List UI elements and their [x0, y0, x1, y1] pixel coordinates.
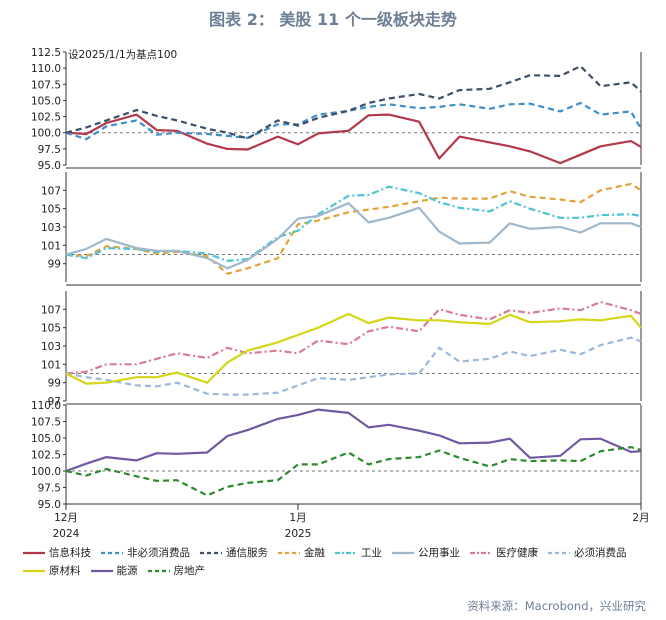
series-line-房地产 — [65, 446, 642, 497]
y-tick-label: 97.5 — [38, 144, 61, 156]
legend-item: 原材料 — [22, 562, 81, 580]
y-tick-label: 107.5 — [31, 417, 61, 429]
y-tick-label: 99 — [48, 259, 61, 271]
y-tick-label: 103 — [41, 341, 61, 353]
source-note: 资料来源：Macrobond，兴业研究 — [467, 599, 646, 613]
legend-swatch — [23, 569, 45, 573]
y-tick-label: 107 — [41, 185, 61, 197]
y-tick-label: 102.5 — [31, 112, 61, 124]
legend-swatch — [470, 551, 492, 555]
y-tick-label: 105 — [41, 323, 61, 335]
legend-label: 医疗健康 — [496, 547, 538, 559]
y-tick-label: 97 — [48, 396, 61, 408]
series-line-工业 — [65, 185, 642, 262]
y-tick-label: 97.5 — [38, 483, 61, 495]
y-tick-label: 112.5 — [31, 47, 61, 59]
y-tick-label: 110.0 — [31, 63, 61, 75]
series-line-医疗健康 — [65, 300, 642, 375]
legend-swatch — [23, 551, 45, 555]
legend-swatch — [147, 569, 170, 573]
sector-line-chart: 95.0 97.5 100.0 102.5 105.0 107.5 110.0 112.5 设2… — [31, 47, 650, 540]
series-line-能源 — [65, 408, 642, 473]
legend-item: 房地产 — [147, 562, 206, 580]
legend-swatch — [90, 569, 113, 573]
legend-item: 信息科技 — [22, 544, 91, 562]
chart-legend: 信息科技 非必须消费品 通信服务 金融 工业 公用事业 医疗健康 必须消费品原材料 能源 房地产 — [22, 544, 652, 580]
legend-label: 必须消费品 — [574, 547, 627, 559]
legend-label: 工业 — [361, 547, 382, 559]
y-tick-label: 110.0 — [31, 400, 61, 412]
legend-swatch — [200, 551, 222, 555]
legend-item: 非必须消费品 — [100, 544, 190, 562]
legend-label: 公用事业 — [418, 547, 460, 559]
series-line-金融 — [65, 182, 642, 275]
y-tick-label: 95.0 — [38, 160, 61, 172]
y-tick-label: 105.0 — [31, 433, 61, 445]
legend-item: 工业 — [334, 544, 382, 562]
x-tick-year: 2025 — [285, 528, 312, 540]
legend-item: 公用事业 — [391, 544, 460, 562]
y-tick-label: 100.0 — [31, 466, 61, 478]
legend-label: 通信服务 — [226, 547, 268, 559]
legend-swatch — [278, 551, 300, 555]
legend-swatch — [392, 551, 414, 555]
series-line-通信服务 — [65, 65, 642, 140]
y-tick-label: 100.0 — [31, 128, 61, 140]
legend-label: 能源 — [116, 565, 138, 577]
legend-swatch — [335, 551, 357, 555]
series-line-原材料 — [65, 312, 642, 385]
legend-label: 房地产 — [173, 565, 206, 577]
y-tick-label: 105.0 — [31, 95, 61, 107]
series-line-信息科技 — [65, 113, 642, 165]
legend-label: 金融 — [304, 547, 325, 559]
y-tick-label: 107 — [41, 304, 61, 316]
legend-item: 能源 — [90, 562, 138, 580]
series-line-必须消费品 — [65, 336, 642, 396]
series-line-非必须消费品 — [65, 101, 642, 141]
legend-label: 信息科技 — [49, 547, 91, 559]
legend-item: 必须消费品 — [547, 544, 627, 562]
base-note: 设2025/1/1为基点100 — [68, 48, 177, 61]
chart-title: 图表 2： 美股 11 个一级板块走势 — [209, 10, 457, 29]
y-tick-label: 103 — [41, 222, 61, 234]
legend-swatch — [548, 551, 570, 555]
y-tick-label: 105 — [41, 204, 61, 216]
x-tick-label: 1月 — [289, 512, 306, 524]
legend-item: 金融 — [277, 544, 325, 562]
legend-label: 非必须消费品 — [127, 547, 190, 559]
y-tick-label: 107.5 — [31, 79, 61, 91]
x-tick-label: 12月 — [54, 512, 78, 524]
y-tick-label: 101 — [41, 240, 61, 252]
legend-item: 通信服务 — [199, 544, 268, 562]
legend-item: 医疗健康 — [469, 544, 538, 562]
y-tick-label: 101 — [41, 359, 61, 371]
series-line-公用事业 — [65, 202, 642, 270]
x-tick-year: 2024 — [53, 528, 80, 540]
x-tick-label: 2月 — [632, 512, 649, 524]
legend-swatch — [101, 551, 123, 555]
y-tick-label: 95.0 — [38, 499, 61, 511]
y-tick-label: 99 — [48, 378, 61, 390]
legend-label: 原材料 — [49, 565, 81, 577]
y-tick-label: 102.5 — [31, 450, 61, 462]
